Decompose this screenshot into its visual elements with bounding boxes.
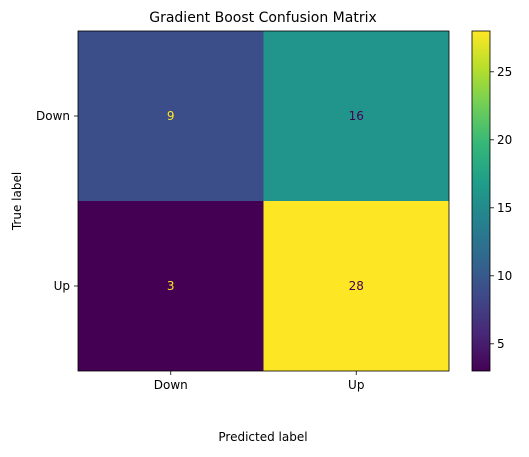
matrix-cells [78, 31, 449, 371]
x-axis-label: Predicted label [218, 430, 307, 444]
matrix-cell [78, 31, 264, 201]
chart-title: Gradient Boost Confusion Matrix [149, 10, 377, 26]
y-axis-ticks: Down Up [36, 109, 78, 293]
y-axis-label: True label [10, 172, 24, 231]
y-tick-label: Down [36, 109, 70, 123]
y-tick-label: Up [54, 279, 70, 293]
colorbar-tick-label: 25 [497, 65, 512, 79]
x-axis-ticks: Down Up [154, 371, 364, 392]
matrix-frame [77, 30, 450, 372]
x-tick-label: Down [154, 378, 188, 392]
cell-value-label: 3 [167, 279, 175, 293]
cell-value-label: 28 [349, 279, 364, 293]
cell-value-label: 9 [167, 109, 175, 123]
colorbar-tick-label: 15 [497, 201, 512, 215]
colorbar-tick-label: 20 [497, 133, 512, 147]
colorbar [471, 30, 491, 372]
matrix-cell-labels: 9 16 3 28 [167, 109, 364, 293]
colorbar-ticks: 5 10 15 20 25 [490, 65, 512, 351]
colorbar-tick-label: 10 [497, 269, 512, 283]
cell-value-label: 16 [349, 109, 364, 123]
colorbar-tick-label: 5 [497, 337, 505, 351]
matrix-cell [263, 31, 449, 201]
x-tick-label: Up [348, 378, 364, 392]
matrix-cell [78, 201, 264, 371]
matrix-cell [263, 201, 449, 371]
